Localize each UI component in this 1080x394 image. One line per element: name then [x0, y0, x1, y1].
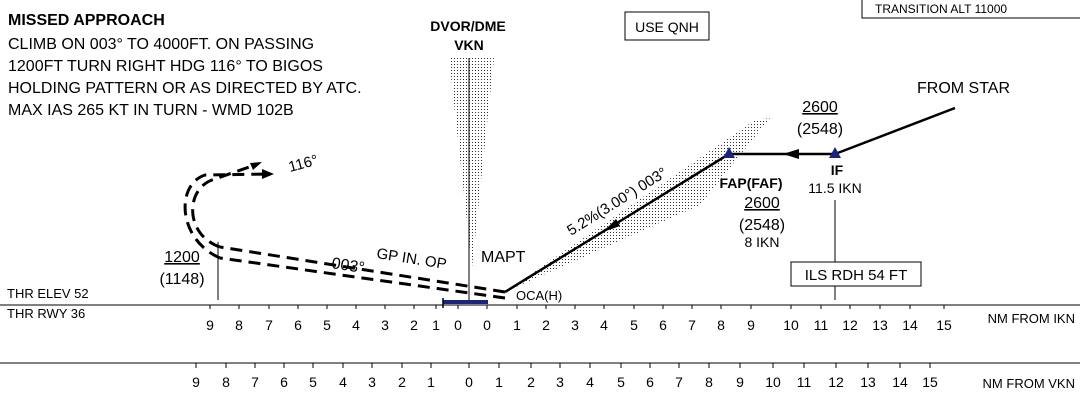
- faf-altitude-qfe: (2548): [739, 217, 785, 234]
- threshold-elevation: THR ELEV 52: [7, 286, 89, 301]
- vkn-scale-tick: 6: [646, 374, 654, 390]
- missed-approach-heading: MISSED APPROACH: [8, 12, 165, 29]
- transition-alt-box: [861, 0, 1080, 19]
- transition-alt-label: TRANSITION ALT 11000: [875, 2, 1007, 16]
- ikn-scale-tick: 12: [842, 317, 858, 333]
- ikn-scale-tick: 4: [600, 317, 608, 333]
- vkn-scale-tick: 3: [368, 374, 376, 390]
- faf-marker: [723, 147, 735, 158]
- if-altitude: 2600: [802, 99, 838, 116]
- vkn-scale-tick: 7: [251, 374, 259, 390]
- qnh-label: USE QNH: [635, 19, 699, 35]
- ikn-scale-tick: 2: [410, 317, 418, 333]
- vkn-scale: 9 8 7 6 5 4 3 2 1 0 1 2 3 4 5 6 7 8 9 10 11 12 13 14 15: [192, 363, 938, 390]
- ikn-scale: 9 8 7 6 5 4 3 2 1 0 0 1 2 3 4 5 6 7 8 9 10 11 12 13 14 15: [206, 305, 952, 333]
- turn-arrow-lower: [262, 169, 274, 179]
- vkn-scale-tick: 5: [617, 374, 625, 390]
- track-arrow: [783, 149, 799, 159]
- if-distance: 11.5 IKN: [808, 180, 861, 196]
- missed-approach-line: MAX IAS 265 KT IN TURN - WMD 102B: [8, 102, 294, 119]
- missed-approach-block: MISSED APPROACH CLIMB ON 003° TO 4000FT.…: [8, 12, 362, 119]
- navaid-cone: [449, 58, 494, 268]
- ikn-scale-tick: 1: [513, 317, 521, 333]
- vkn-scale-tick: 6: [280, 374, 288, 390]
- ikn-scale-tick: 6: [659, 317, 667, 333]
- vkn-scale-tick: 0: [465, 374, 473, 390]
- vkn-scale-tick: 9: [192, 374, 200, 390]
- ikn-scale-tick: 3: [381, 317, 389, 333]
- ikn-scale-tick: 0: [454, 317, 462, 333]
- mapt-label: MAPT: [481, 249, 526, 266]
- ikn-scale-tick: 8: [235, 317, 243, 333]
- qnh-box: [624, 11, 710, 41]
- if-label: IF: [831, 162, 844, 178]
- vkn-scale-tick: 11: [797, 374, 812, 390]
- navaid-type: DVOR/DME: [430, 18, 505, 34]
- ikn-scale-tick: 0: [483, 317, 491, 333]
- ikn-scale-tick: 11: [814, 317, 829, 333]
- turn-arrow-upper: [250, 162, 262, 170]
- glide-path-area: [505, 118, 770, 292]
- vkn-scale-tick: 15: [922, 374, 938, 390]
- missed-approach-line: 1200FT TURN RIGHT HDG 116° TO BIGOS: [8, 58, 323, 75]
- missed-approach-line: HOLDING PATTERN OR AS DIRECTED BY ATC.: [8, 80, 362, 97]
- ikn-scale-tick: 8: [717, 317, 725, 333]
- if-marker: [829, 147, 841, 158]
- vkn-scale-tick: 4: [339, 374, 347, 390]
- vkn-scale-tick: 8: [705, 374, 713, 390]
- vkn-scale-tick: 1: [495, 374, 503, 390]
- gp-inop-label: GP IN. OP: [375, 245, 447, 273]
- vkn-scale-tick: 8: [222, 374, 230, 390]
- ikn-scale-tick: 15: [936, 317, 952, 333]
- missed-approach-path: [183, 163, 506, 300]
- faf-altitude: 2600: [744, 195, 780, 212]
- ikn-scale-tick: 7: [265, 317, 273, 333]
- inbound-track: [834, 106, 956, 156]
- missed-approach-line: CLIMB ON 003° TO 4000FT. ON PASSING: [8, 36, 314, 53]
- turn-heading-label: 116°: [287, 152, 320, 176]
- vkn-scale-tick: 5: [309, 374, 317, 390]
- ikn-scale-tick: 7: [688, 317, 696, 333]
- ma-altitude: 1200: [164, 249, 200, 266]
- ils-rdh-label: ILS RDH 54 FT: [805, 267, 908, 284]
- ils-rdh-box: [790, 261, 922, 287]
- from-star-label: FROM STAR: [917, 80, 1010, 97]
- vkn-scale-tick: 2: [398, 374, 406, 390]
- ikn-scale-tick: 13: [872, 317, 888, 333]
- vkn-scale-tick: 1: [427, 374, 435, 390]
- vkn-scale-label: NM FROM VKN: [983, 376, 1075, 391]
- vkn-scale-tick: 13: [860, 374, 876, 390]
- ikn-scale-tick: 5: [630, 317, 638, 333]
- threshold-runway: THR RWY 36: [7, 306, 85, 321]
- ikn-scale-tick: 9: [206, 317, 214, 333]
- ma-altitude-qfe: (1148): [159, 271, 204, 288]
- ikn-scale-tick: 9: [747, 317, 755, 333]
- faf-label: FAP(FAF): [720, 175, 783, 191]
- ikn-scale-tick: 5: [323, 317, 331, 333]
- vkn-scale-tick: 12: [828, 374, 844, 390]
- navaid-ident: VKN: [454, 37, 484, 53]
- glide-path-arrow: [603, 219, 620, 232]
- ikn-scale-tick: 10: [783, 317, 799, 333]
- faf-distance: 8 IKN: [744, 234, 779, 250]
- vkn-scale-tick: 7: [675, 374, 683, 390]
- vkn-scale-tick: 9: [736, 374, 744, 390]
- ikn-scale-tick: 2: [542, 317, 550, 333]
- vkn-scale-tick: 14: [892, 374, 908, 390]
- oca-label: OCA(H): [516, 288, 562, 303]
- ikn-scale-label: NM FROM IKN: [988, 311, 1075, 326]
- vkn-scale-tick: 4: [586, 374, 594, 390]
- ikn-scale-tick: 1: [432, 317, 440, 333]
- ikn-scale-tick: 3: [571, 317, 579, 333]
- ikn-scale-tick: 4: [352, 317, 360, 333]
- vkn-scale-tick: 10: [765, 374, 781, 390]
- vkn-scale-tick: 3: [556, 374, 564, 390]
- ikn-scale-tick: 14: [902, 317, 918, 333]
- if-altitude-qfe: (2548): [797, 121, 843, 138]
- missed-track-label: 003°: [330, 255, 365, 277]
- vkn-scale-tick: 2: [527, 374, 535, 390]
- ikn-scale-tick: 6: [294, 317, 302, 333]
